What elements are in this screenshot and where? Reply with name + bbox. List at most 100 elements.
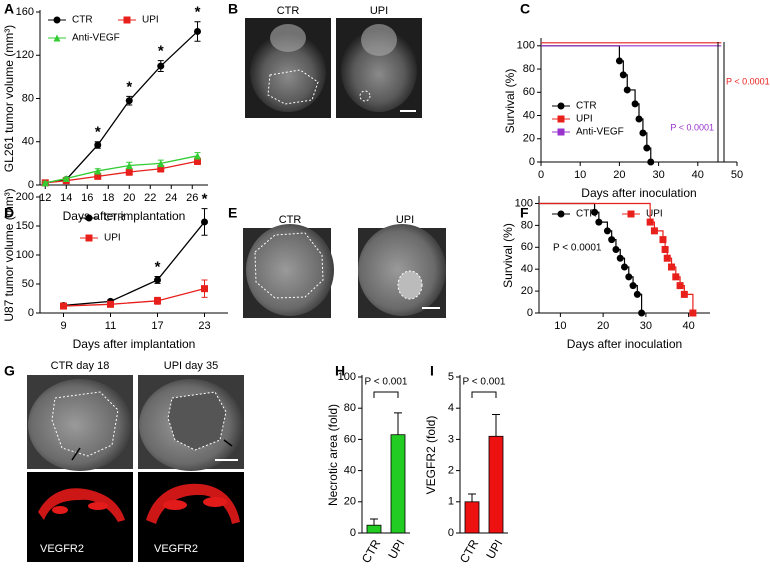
y-tick-label: 40 bbox=[22, 136, 34, 148]
x-tick-label: 26 bbox=[186, 192, 198, 204]
legend-marker bbox=[85, 234, 93, 242]
y-tick-label: 150 bbox=[16, 220, 34, 232]
marker bbox=[663, 254, 671, 262]
panel-label: E bbox=[228, 205, 237, 221]
marker bbox=[107, 300, 114, 308]
image-label: UPI bbox=[396, 214, 414, 226]
marker bbox=[631, 100, 639, 108]
y-tick-label: 120 bbox=[16, 49, 34, 61]
panel-label: I bbox=[430, 363, 434, 379]
legend-marker bbox=[123, 16, 131, 24]
marker bbox=[125, 168, 133, 176]
y-tick-label: 80 bbox=[523, 63, 535, 75]
panel-label: D bbox=[4, 205, 14, 221]
x-tick-label: CTR bbox=[457, 537, 482, 566]
y-tick-label: 200 bbox=[16, 191, 34, 203]
p-value: P < 0.001 bbox=[365, 377, 408, 388]
vegfr2-image bbox=[138, 472, 244, 562]
x-tick-label: 14 bbox=[60, 192, 72, 204]
x-tick-label: 40 bbox=[692, 169, 704, 181]
legend-label: Anti-VEGF bbox=[72, 33, 120, 44]
x-tick-label: 10 bbox=[554, 320, 566, 332]
marker bbox=[619, 71, 627, 79]
marker bbox=[201, 285, 208, 293]
y-tick-label: 100 bbox=[338, 371, 356, 383]
legend-label: UPI bbox=[576, 114, 593, 125]
marker bbox=[668, 263, 676, 271]
marker bbox=[94, 172, 102, 180]
y-tick-label: 1 bbox=[448, 496, 454, 508]
x-tick-label: 9 bbox=[60, 320, 66, 332]
image-label: CTR bbox=[277, 5, 300, 17]
mri-image bbox=[358, 224, 446, 318]
y-tick-label: 5 bbox=[448, 371, 454, 383]
y-tick-label: 160 bbox=[16, 6, 34, 18]
marker bbox=[676, 282, 684, 290]
marker bbox=[157, 159, 165, 167]
marker bbox=[201, 218, 208, 226]
x-tick-label: 16 bbox=[81, 192, 93, 204]
legend-marker bbox=[85, 214, 93, 222]
image-label: VEGFR2 bbox=[40, 543, 84, 555]
image-label: CTR day 18 bbox=[51, 360, 110, 372]
x-tick-label: 23 bbox=[198, 320, 210, 332]
legend-marker bbox=[557, 210, 565, 218]
x-axis-label: Days after implantation bbox=[63, 209, 186, 223]
mri-image bbox=[243, 224, 334, 318]
y-tick-label: 20 bbox=[523, 133, 535, 145]
legend-marker bbox=[557, 102, 565, 110]
marker bbox=[625, 273, 633, 281]
mri-image bbox=[245, 18, 331, 118]
mri-image bbox=[138, 375, 244, 471]
y-tick-label: 80 bbox=[344, 402, 356, 414]
x-axis-label: Days after inoculation bbox=[567, 337, 682, 351]
y-tick-label: 4 bbox=[448, 402, 454, 414]
image-label: VEGFR2 bbox=[154, 543, 198, 555]
legend-marker bbox=[53, 16, 61, 24]
y-tick-label: 0 bbox=[28, 179, 34, 191]
p-value: P < 0.0001 bbox=[553, 243, 602, 254]
marker bbox=[595, 218, 603, 226]
marker bbox=[647, 158, 655, 166]
legend-label: CTR bbox=[72, 15, 93, 26]
error-bar bbox=[370, 518, 378, 526]
marker bbox=[94, 141, 102, 149]
x-axis-label: Days after implantation bbox=[73, 337, 196, 351]
bar bbox=[488, 435, 504, 534]
marker bbox=[661, 245, 669, 253]
marker bbox=[615, 57, 623, 65]
vegfr2-image bbox=[27, 472, 133, 562]
p-value: P < 0.0001 bbox=[670, 122, 714, 132]
y-axis-label: Necrotic area (fold) bbox=[326, 404, 340, 506]
panel-label: H bbox=[335, 363, 345, 379]
y-tick-label: 0 bbox=[527, 307, 533, 319]
legend-marker bbox=[627, 210, 635, 218]
panel-label: F bbox=[520, 205, 529, 221]
y-tick-label: 60 bbox=[344, 433, 356, 445]
p-value: P < 0.0001 bbox=[726, 76, 770, 86]
significance-mark: * bbox=[158, 43, 164, 60]
x-tick-label: UPI bbox=[483, 537, 505, 561]
marker bbox=[650, 227, 658, 235]
y-tick-label: 50 bbox=[22, 278, 34, 290]
mri-image bbox=[27, 375, 133, 471]
marker bbox=[621, 263, 628, 271]
x-tick-label: 22 bbox=[144, 192, 156, 204]
y-tick-label: 40 bbox=[344, 465, 356, 477]
series-line bbox=[45, 155, 198, 184]
series-line bbox=[63, 288, 205, 307]
y-tick-label: 80 bbox=[22, 92, 34, 104]
y-tick-label: 0 bbox=[28, 307, 34, 319]
x-tick-label: 50 bbox=[731, 169, 743, 181]
marker bbox=[659, 236, 667, 244]
marker bbox=[633, 290, 641, 298]
error-bar bbox=[394, 412, 402, 435]
panel-label: B bbox=[228, 1, 238, 17]
panel-label: G bbox=[4, 363, 15, 379]
legend-marker bbox=[557, 115, 565, 123]
error-bar bbox=[468, 493, 476, 502]
x-axis-label: Days after inoculation bbox=[581, 186, 696, 200]
x-tick-label: 12 bbox=[39, 192, 51, 204]
bar bbox=[464, 501, 480, 534]
marker bbox=[194, 157, 201, 165]
